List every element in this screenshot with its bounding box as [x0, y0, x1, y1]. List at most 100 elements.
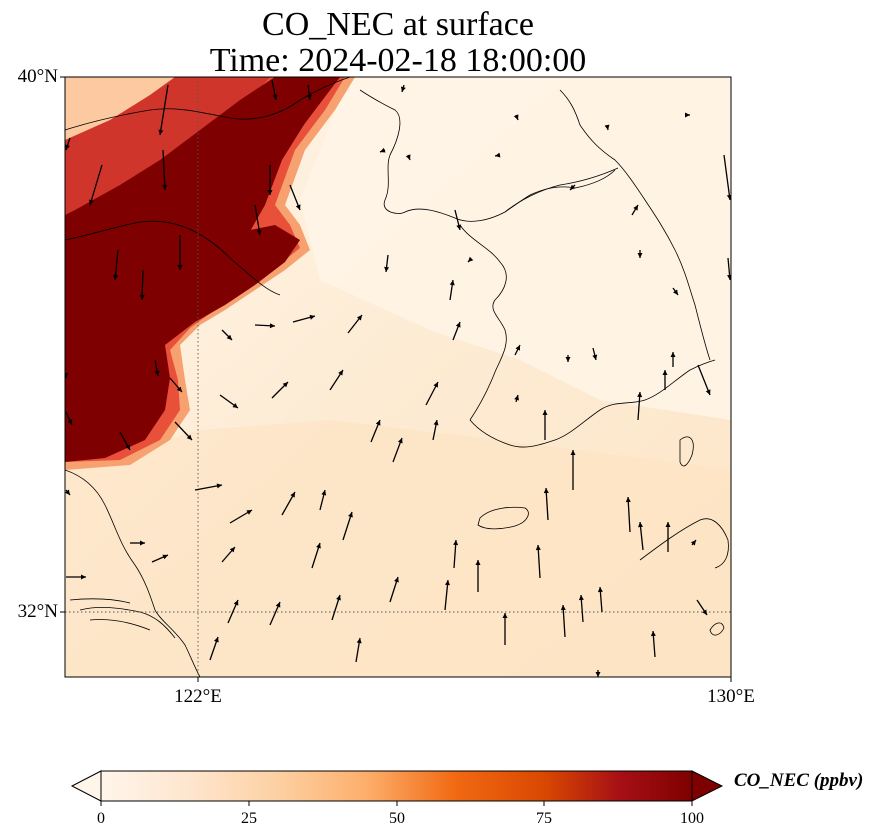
wind-arrowhead	[690, 540, 696, 546]
wind-arrowhead	[578, 595, 584, 601]
wind-arrow	[627, 496, 631, 533]
wind-arrowhead	[449, 280, 455, 286]
map-frame	[64, 76, 732, 678]
wind-arrow	[89, 164, 103, 206]
lat-label-40N: 40°N	[17, 66, 58, 87]
wind-arrowhead	[81, 574, 86, 580]
wind-arrowhead	[89, 199, 94, 205]
wind-arrowhead	[468, 256, 474, 262]
wind-arrowhead	[625, 497, 631, 503]
wind-arrowhead	[570, 450, 576, 455]
gridlines	[65, 77, 731, 677]
colorbar-tick-100: 100	[680, 810, 704, 827]
wind-arrowhead	[433, 382, 438, 388]
wind-arrowhead	[560, 605, 566, 611]
wind-arrowhead	[513, 114, 519, 120]
wind-arrow	[562, 604, 566, 638]
wind-arrowhead	[65, 144, 70, 150]
wind-arrowhead	[232, 403, 238, 408]
plume-core-north	[65, 77, 340, 345]
wind-arrowhead	[162, 184, 168, 190]
wind-arrowhead	[309, 314, 315, 320]
wind-arrowhead	[226, 334, 232, 340]
wind-arrowhead	[282, 382, 288, 388]
map-plot	[60, 76, 732, 682]
lon-label-122E: 122°E	[174, 686, 222, 707]
colorbar-gradient	[100, 770, 693, 802]
wind-arrowhead	[338, 370, 343, 376]
wind-arrowhead	[176, 386, 182, 392]
wind-arrowhead	[597, 587, 603, 593]
wind-arrowhead	[565, 357, 571, 362]
map-subtitle-time: Time: 2024-02-18 18:00:00	[209, 42, 587, 79]
wind-arrowhead	[321, 490, 327, 496]
wind-arrowhead	[445, 580, 450, 586]
axis-ticks	[60, 76, 732, 682]
colorbar-label: CO_NEC (ppbv)	[734, 770, 864, 791]
colorbar-tick-0: 0	[97, 810, 105, 827]
wind-arrowhead	[375, 420, 381, 426]
wind-arrow	[254, 204, 261, 236]
colorbar	[70, 770, 724, 806]
wind-arrowhead	[502, 613, 508, 618]
wind-arrow	[723, 154, 731, 201]
wind-arrowhead	[380, 147, 386, 153]
wind-arrowhead	[595, 672, 601, 677]
colorbar-tick-25: 25	[241, 810, 257, 827]
wind-arrowhead	[665, 522, 671, 527]
colorbar-extend-max	[691, 770, 724, 802]
wind-arrowhead	[543, 488, 549, 494]
wind-arrowhead	[673, 289, 678, 295]
wind-arrow	[114, 249, 119, 281]
colorbar-extend-min	[70, 770, 102, 802]
wind-arrowhead	[633, 205, 638, 211]
colorbar-tick-75: 75	[536, 810, 552, 827]
map-title: CO_NEC at surface	[262, 6, 534, 43]
wind-arrowhead	[140, 540, 145, 546]
wind-arrowhead	[65, 373, 69, 378]
wind-arrow	[141, 269, 144, 301]
wind-arrowhead	[125, 444, 130, 450]
wind-arrowhead	[246, 510, 252, 515]
wind-arrowhead	[592, 354, 598, 360]
wind-arrowhead	[216, 483, 222, 489]
wind-arrowhead	[158, 129, 164, 135]
wind-arrowhead	[272, 94, 278, 100]
wind-arrowhead	[456, 224, 462, 230]
lat-label-32N: 32°N	[17, 601, 58, 622]
wind-arrowhead	[570, 184, 576, 190]
wind-arrowhead	[702, 609, 707, 615]
wind-arrowhead	[290, 492, 295, 498]
colorbar-tick-50: 50	[389, 810, 405, 827]
moderate-concentration-region	[65, 420, 731, 677]
wind-arrowhead	[295, 204, 301, 210]
wind-arrow	[545, 487, 549, 521]
wind-arrowhead	[495, 152, 501, 158]
wind-arrowhead	[515, 345, 520, 351]
wind-arrowhead	[394, 577, 399, 583]
wind-arrowhead	[514, 395, 520, 401]
wind-arrowhead	[670, 352, 676, 357]
wind-arrowhead	[267, 190, 273, 195]
wind-arrow	[537, 544, 541, 579]
wind-arrowhead	[727, 274, 731, 280]
wind-arrowhead	[726, 194, 731, 200]
wind-arrowhead	[348, 512, 353, 518]
wind-arrowhead	[162, 554, 168, 560]
wind-arrowhead	[384, 266, 390, 272]
wind-arrowhead	[213, 637, 219, 643]
wind-arrowhead	[275, 602, 281, 608]
wind-arrowhead	[685, 112, 690, 118]
wind-arrowhead	[397, 438, 403, 444]
wind-arrowhead	[542, 410, 548, 415]
wind-arrowhead	[186, 434, 192, 440]
lon-label-130E: 130°E	[707, 686, 755, 707]
wind-vectors	[65, 79, 731, 677]
wind-arrowhead	[433, 420, 439, 426]
wind-arrowhead	[455, 322, 461, 328]
wind-arrow	[159, 84, 169, 136]
wind-arrow	[444, 579, 449, 611]
wind-arrowhead	[405, 154, 411, 160]
low-concentration-region	[300, 77, 731, 420]
wind-arrowhead	[316, 543, 321, 549]
